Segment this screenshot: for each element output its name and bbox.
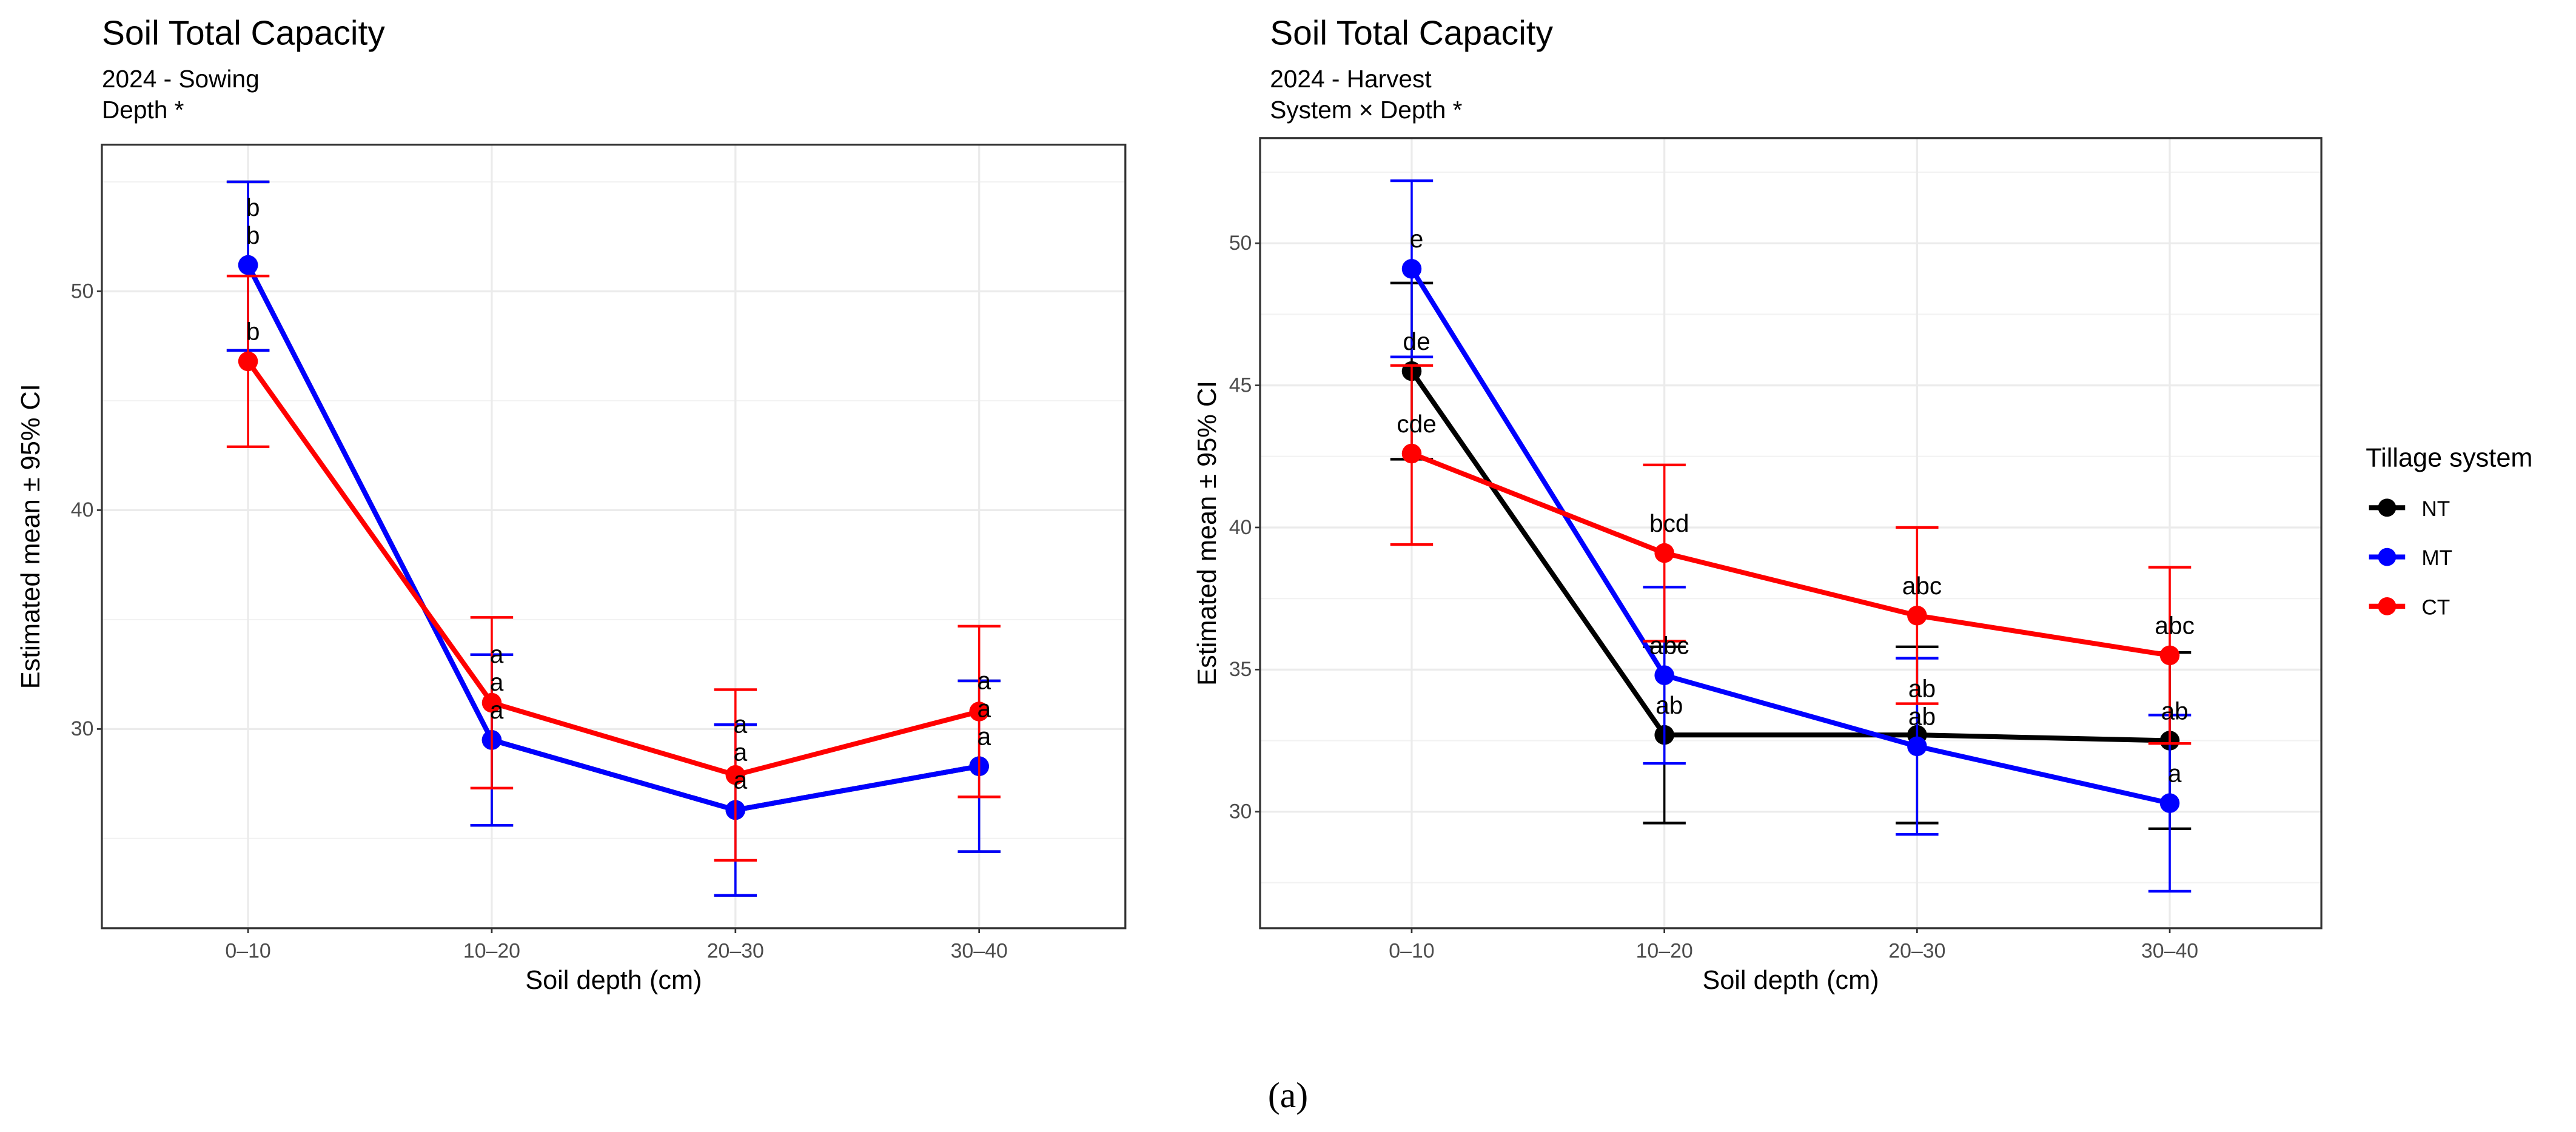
y-tick-label: 30 (71, 717, 94, 740)
series-line (1409, 267, 2170, 806)
group-letter-label: a (2168, 759, 2182, 787)
chart-title: Soil Total Capacity (102, 13, 385, 52)
data-point (1654, 665, 1674, 685)
data-point (1654, 543, 1674, 563)
group-letter-label: ab (1655, 691, 1683, 719)
group-letter-label: bcd (1649, 509, 1689, 537)
plot-background (1259, 138, 2322, 928)
group-letter-label: a (978, 666, 991, 694)
panel-sowing: Soil Total Capacity 2024 - Sowing Depth *… (16, 13, 1127, 995)
group-letter-label: a (734, 766, 748, 794)
group-letter-label: a (734, 711, 748, 738)
x-tick-label: 10–20 (463, 940, 520, 963)
figure-caption: (a) (1268, 1075, 1308, 1115)
group-letter-label: de (1403, 327, 1430, 355)
legend-item-CT: CT (2369, 595, 2450, 619)
plot-border (1259, 137, 2323, 929)
chart-subtitle: 2024 - Sowing (102, 65, 260, 93)
chart-effect-label: Depth * (102, 96, 184, 124)
legend-key-point (2378, 597, 2397, 615)
group-letter-label: cde (1397, 410, 1437, 438)
data-point (725, 765, 746, 785)
group-letter-label: ab (2161, 697, 2189, 725)
legend-title: Tillage system (2366, 444, 2532, 473)
group-letter-label: a (490, 696, 504, 724)
group-letter-label: a (978, 723, 991, 751)
data-point (238, 351, 258, 372)
y-axis-label: Estimated mean ± 95% CI (1193, 381, 1222, 686)
group-letter-label: abc (2155, 612, 2195, 640)
legend-item-MT: MT (2369, 546, 2452, 570)
group-letter-label: a (734, 738, 748, 766)
y-tick-label: 30 (1229, 800, 1252, 823)
x-tick-label: 30–40 (951, 940, 1008, 963)
panel-harvest: Soil Total Capacity 2024 - Harvest System… (1193, 13, 2323, 995)
group-letter-label: ab (1908, 703, 1936, 731)
group-letter-label: abc (1649, 631, 1689, 659)
data-point (238, 255, 258, 275)
group-letter-label: b (246, 318, 260, 346)
legend-label: MT (2421, 546, 2452, 570)
x-tick-label: 20–30 (1888, 940, 1945, 963)
y-axis-label: Estimated mean ± 95% CI (16, 384, 45, 689)
y-tick-label: 50 (1229, 232, 1252, 255)
legend: Tillage system NT MT CT (2366, 444, 2532, 620)
series-line (1410, 451, 2170, 658)
data-point (1907, 736, 1927, 757)
legend-label: NT (2421, 497, 2450, 521)
data-point (1907, 605, 1927, 626)
x-tick-label: 20–30 (707, 940, 764, 963)
chart-title: Soil Total Capacity (1270, 13, 1553, 52)
y-tick-label: 45 (1229, 373, 1252, 397)
plot-background (101, 144, 1125, 928)
x-tick-label: 0–10 (1389, 940, 1434, 963)
group-letter-label: e (1410, 225, 1424, 253)
x-axis-label: Soil depth (cm) (525, 966, 702, 995)
data-point (2159, 793, 2180, 813)
x-axis-label: Soil depth (cm) (1702, 966, 1879, 995)
group-letter-label: a (978, 694, 991, 722)
y-tick-label: 40 (1229, 516, 1252, 539)
data-point (969, 702, 989, 722)
chart-subtitle: 2024 - Harvest (1270, 65, 1431, 93)
plot-border (101, 143, 1127, 929)
chart-effect-label: System × Depth * (1270, 96, 1462, 124)
group-letter-label: b (246, 193, 260, 221)
group-letter-label: ab (1908, 675, 1936, 703)
data-point (1401, 443, 1422, 464)
x-tick-label: 30–40 (2141, 940, 2198, 963)
series-CT (1390, 364, 2192, 745)
y-tick-label: 40 (71, 498, 94, 521)
y-tick-label: 35 (1229, 658, 1252, 681)
y-tick-label: 50 (71, 280, 94, 303)
data-point (481, 692, 502, 713)
x-tick-label: 0–10 (225, 940, 270, 963)
legend-key-point (2378, 498, 2397, 517)
series-CT (226, 275, 1001, 862)
series-line (1409, 369, 2170, 743)
series-line (246, 360, 980, 778)
series-line (246, 264, 980, 813)
legend-key-point (2378, 548, 2397, 566)
legend-item-NT: NT (2369, 497, 2450, 521)
group-letter-label: b (246, 221, 260, 249)
legend-label: CT (2421, 595, 2450, 619)
group-letter-label: abc (1902, 572, 1942, 600)
x-tick-label: 10–20 (1636, 940, 1693, 963)
group-letter-label: a (490, 668, 504, 696)
data-point (2159, 645, 2180, 666)
data-point (1401, 259, 1422, 279)
group-letter-label: a (490, 640, 504, 668)
